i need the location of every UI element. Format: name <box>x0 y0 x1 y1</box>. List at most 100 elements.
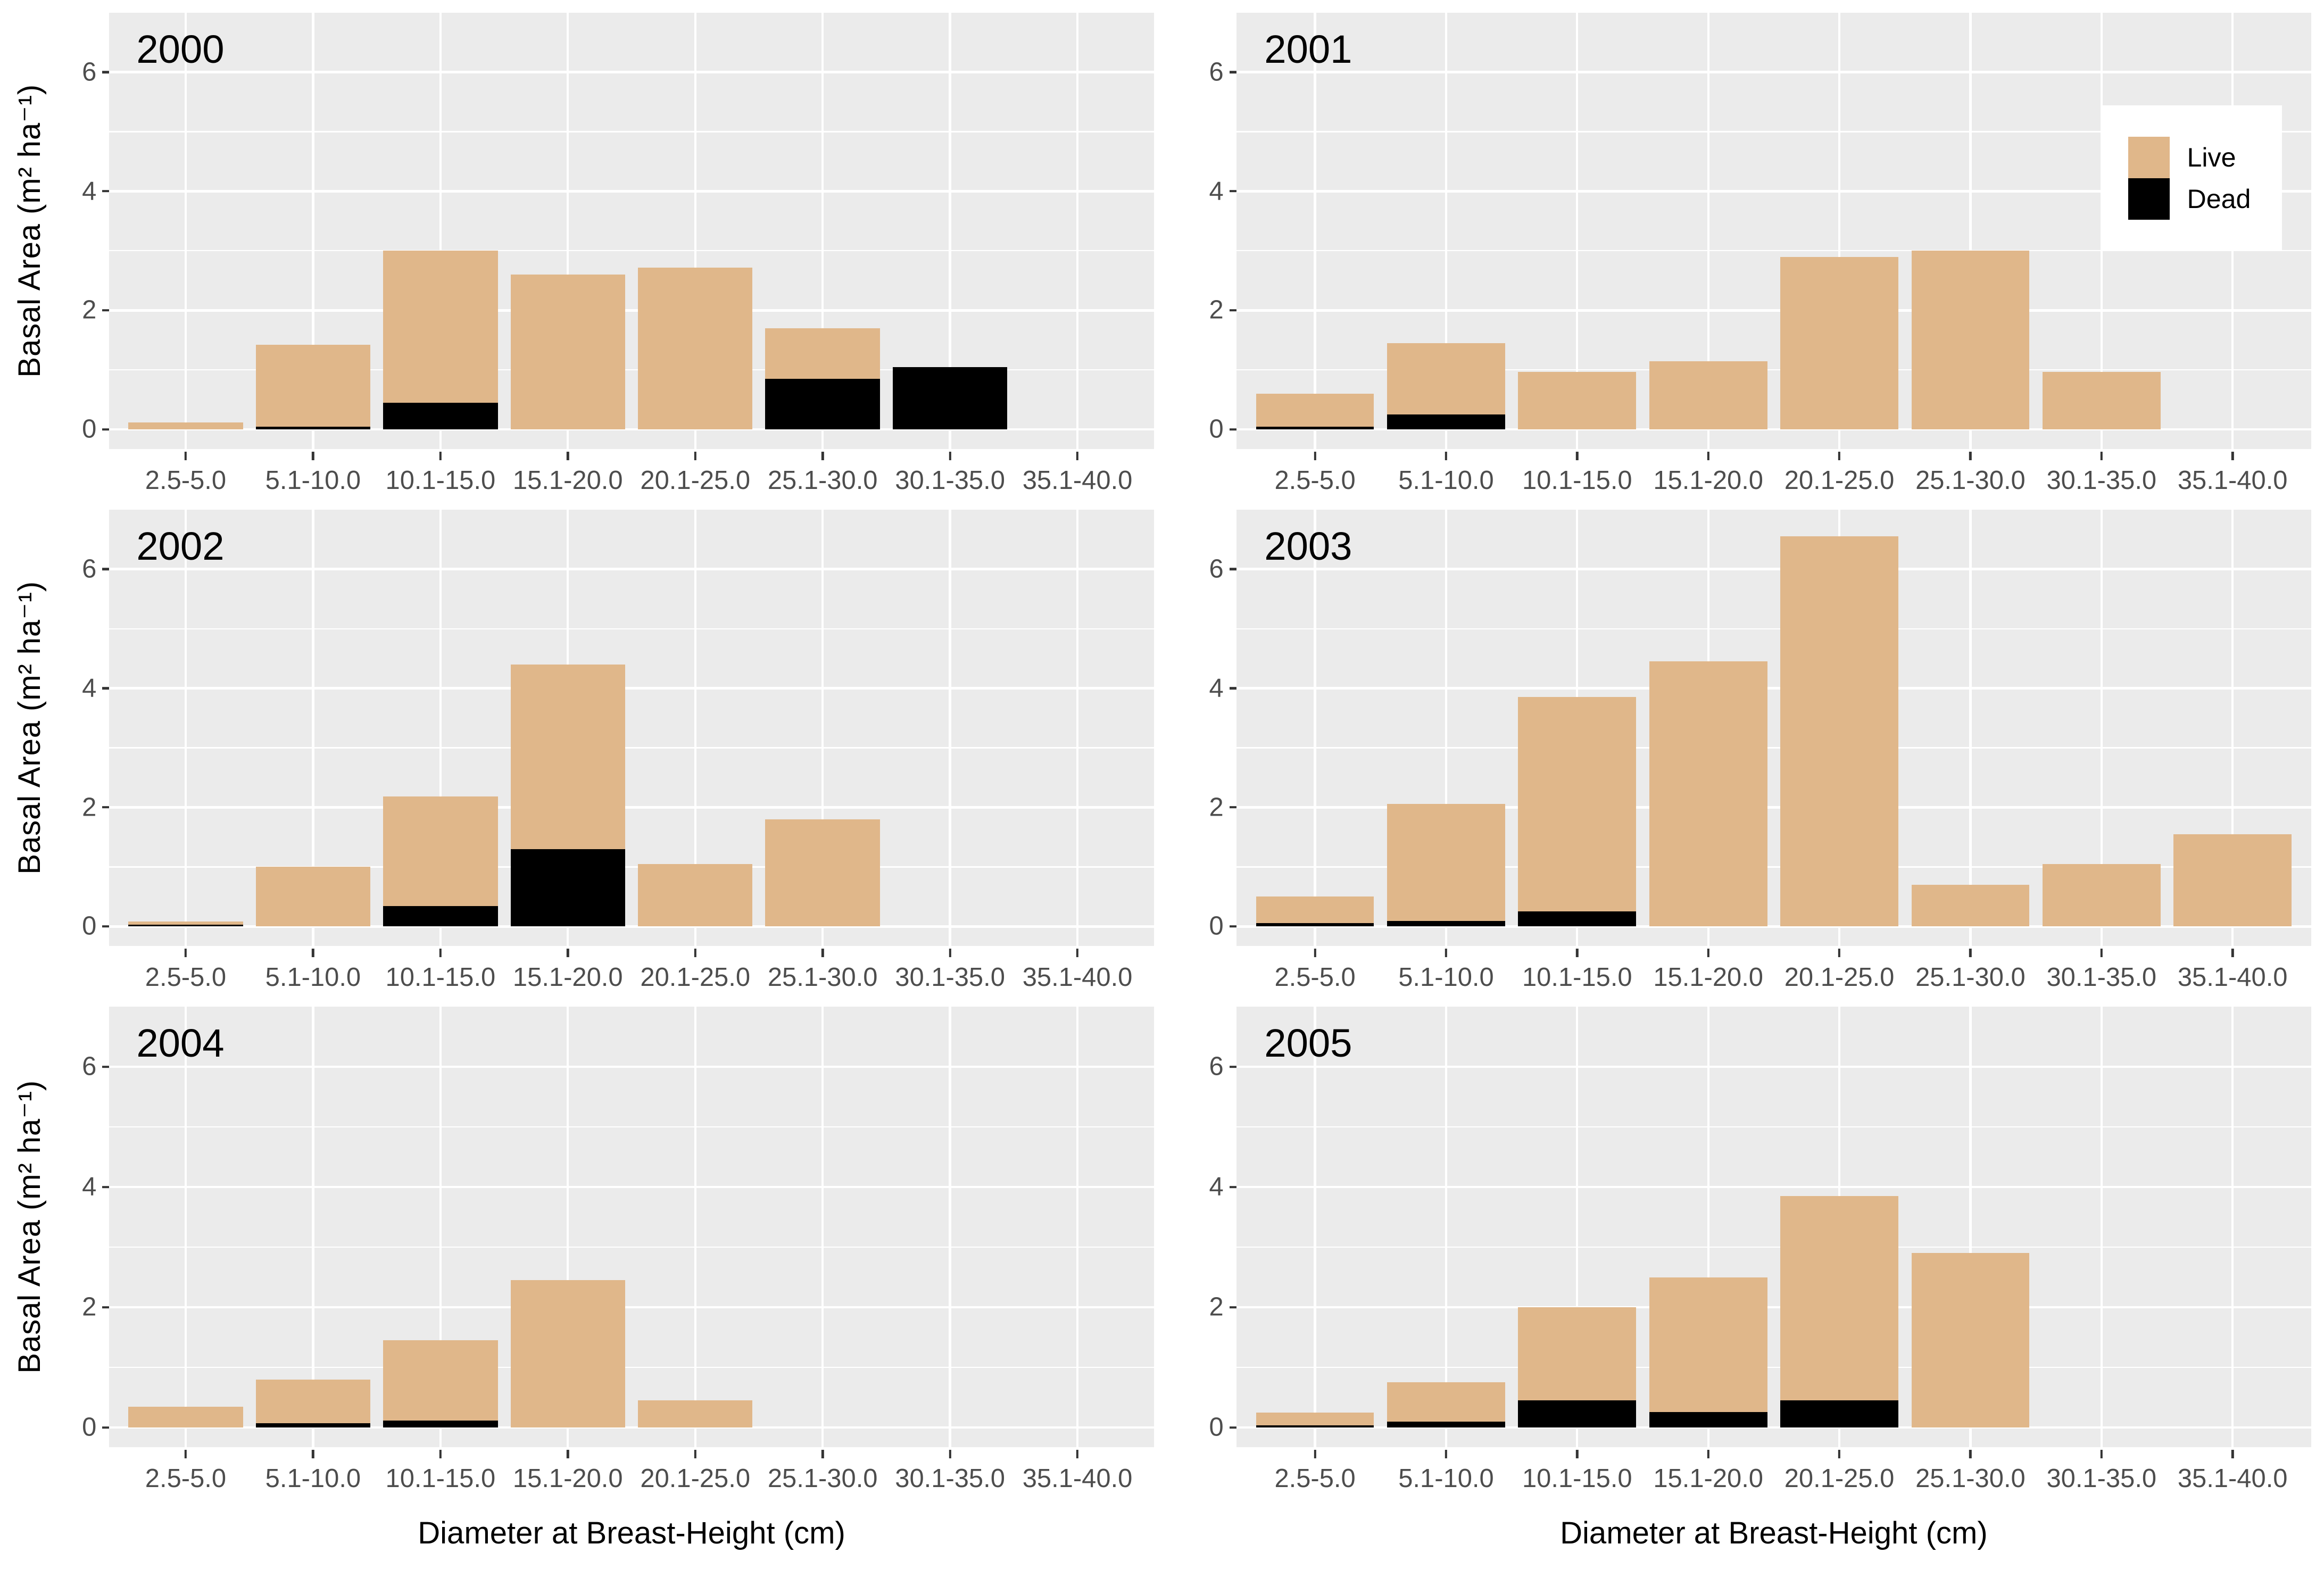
minor-gridline <box>1236 369 2311 371</box>
legend-label: Dead <box>2187 184 2251 214</box>
vertical-gridline <box>1314 12 1316 450</box>
bar-live-2005-25.1-30.0 <box>1911 1253 2030 1428</box>
vertical-gridline <box>1576 1006 1579 1448</box>
major-gridline <box>1236 687 2311 690</box>
x-axis-title: Diameter at Breast-Height (cm) <box>109 1501 1153 1565</box>
y-tick-label: 0 <box>82 1413 97 1442</box>
vertical-gridline <box>1445 12 1448 450</box>
vertical-gridline <box>2100 509 2103 947</box>
x-tick-label: 2.5-5.0 <box>145 1464 227 1493</box>
vertical-gridline <box>184 12 187 450</box>
x-tick-label: 30.1-35.0 <box>895 1464 1005 1493</box>
x-tick-mark <box>1076 451 1079 460</box>
bar-dead-2003-10.1-15.0 <box>1518 911 1637 927</box>
vertical-gridline <box>312 509 314 947</box>
vertical-gridline <box>567 1006 569 1448</box>
x-tick-mark <box>1707 1449 1709 1459</box>
bar-dead-2000-25.1-30.0 <box>765 379 880 430</box>
bar-live-2005-20.1-25.0 <box>1780 1196 1898 1401</box>
major-gridline <box>1236 1065 2311 1068</box>
y-tick-mark <box>1229 925 1236 928</box>
vertical-gridline <box>1707 12 1709 450</box>
y-tick-label: 6 <box>1209 554 1224 584</box>
major-gridline <box>109 428 1154 431</box>
x-tick-mark <box>2100 451 2103 460</box>
y-tick-mark <box>102 1426 110 1429</box>
vertical-gridline <box>439 1006 442 1448</box>
vertical-gridline <box>439 12 442 450</box>
x-axis-ticks: 2.5-5.0 5.1-10.0 10.1-15.0 15.1-20.0 20.1-25… <box>1236 1447 2311 1500</box>
y-tick-mark <box>102 428 110 431</box>
minor-gridline <box>1236 866 2311 868</box>
y-tick-label: 2 <box>1209 1292 1224 1322</box>
minor-gridline <box>109 1367 1154 1368</box>
x-tick-label: 35.1-40.0 <box>2177 963 2288 992</box>
bar-live-2000-20.1-25.0 <box>637 267 753 430</box>
x-tick-mark <box>1576 948 1579 957</box>
y-tick-mark <box>102 568 110 570</box>
y-axis-spacer <box>1162 13 1182 450</box>
vertical-gridline <box>1969 12 1972 450</box>
bar-live-2000-25.1-30.0 <box>765 328 880 379</box>
vertical-gridline <box>1969 509 1972 947</box>
major-gridline <box>1236 1306 2311 1309</box>
bar-live-2001-5.1-10.0 <box>1387 343 1505 415</box>
major-gridline <box>109 925 1154 928</box>
bar-dead-2005-2.5-5.0 <box>1256 1425 1374 1428</box>
x-tick-label: 5.1-10.0 <box>1398 1464 1494 1493</box>
vertical-gridline <box>1076 509 1079 947</box>
x-tick-label: 5.1-10.0 <box>1398 466 1494 495</box>
x-tick-mark <box>1707 451 1709 460</box>
bar-live-2000-5.1-10.0 <box>255 345 371 427</box>
x-tick-label: 15.1-20.0 <box>512 1464 623 1493</box>
vertical-gridline <box>1838 12 1841 450</box>
y-tick-label: 0 <box>1209 1413 1224 1442</box>
x-tick-label: 15.1-20.0 <box>512 466 623 495</box>
y-tick-mark <box>1229 1426 1236 1429</box>
x-tick-mark <box>949 1449 951 1459</box>
y-tick-mark <box>102 687 110 690</box>
vertical-gridline <box>949 1006 951 1448</box>
bar-live-2002-25.1-30.0 <box>765 819 880 927</box>
facet-panel-2000: Basal Area (m² ha⁻¹) 0 2 4 6 2000 2.5-5.0 5.1-1… <box>5 12 1154 503</box>
x-tick-label: 25.1-30.0 <box>1915 466 2026 495</box>
x-tick-label: 30.1-35.0 <box>895 466 1005 495</box>
facet-year-label: 2005 <box>1264 1021 1352 1066</box>
x-tick-label: 5.1-10.0 <box>265 1464 361 1493</box>
bar-dead-2005-15.1-20.0 <box>1649 1412 1767 1428</box>
bar-live-2004-20.1-25.0 <box>637 1400 753 1428</box>
plot-area-2003: 2003 <box>1236 509 2311 947</box>
y-tick-label: 6 <box>1209 1052 1224 1081</box>
x-tick-mark <box>1969 451 1972 460</box>
x-tick-mark <box>1838 1449 1841 1459</box>
bar-live-2002-10.1-15.0 <box>383 796 498 907</box>
y-tick-label: 0 <box>82 414 97 444</box>
major-gridline <box>109 1426 1154 1429</box>
facet-year-label: 2004 <box>136 1021 225 1066</box>
y-tick-mark <box>102 1185 110 1189</box>
major-gridline <box>1236 309 2311 312</box>
vertical-gridline <box>1969 1006 1972 1448</box>
y-axis-title: Basal Area (m² ha⁻¹) <box>5 13 55 450</box>
vertical-gridline <box>1707 1006 1709 1448</box>
x-axis-ticks: 2.5-5.0 5.1-10.0 10.1-15.0 15.1-20.0 20.1-25… <box>1236 449 2311 502</box>
x-tick-mark <box>312 1449 314 1459</box>
bar-dead-2003-5.1-10.0 <box>1387 921 1505 927</box>
y-tick-mark <box>1229 568 1236 570</box>
bar-dead-2005-5.1-10.0 <box>1387 1421 1505 1428</box>
bar-live-2005-15.1-20.0 <box>1649 1277 1767 1412</box>
x-tick-mark <box>1076 948 1079 957</box>
y-tick-label: 4 <box>82 674 97 703</box>
x-tick-label: 2.5-5.0 <box>1274 466 1356 495</box>
y-tick-label: 4 <box>1209 176 1224 205</box>
facet-panel-2004: Basal Area (m² ha⁻¹) 0 2 4 6 2004 2.5-5.0 5.1-1… <box>5 1006 1154 1565</box>
bar-dead-2004-5.1-10.0 <box>255 1423 371 1428</box>
bar-dead-2002-10.1-15.0 <box>383 906 498 927</box>
major-gridline <box>1236 428 2311 431</box>
vertical-gridline <box>1076 12 1079 450</box>
x-tick-mark <box>439 948 442 957</box>
bar-dead-2005-10.1-15.0 <box>1518 1400 1637 1428</box>
x-tick-label: 25.1-30.0 <box>1915 1464 2026 1493</box>
y-axis-title: Basal Area (m² ha⁻¹) <box>5 1007 55 1448</box>
x-tick-label: 10.1-15.0 <box>1522 1464 1632 1493</box>
